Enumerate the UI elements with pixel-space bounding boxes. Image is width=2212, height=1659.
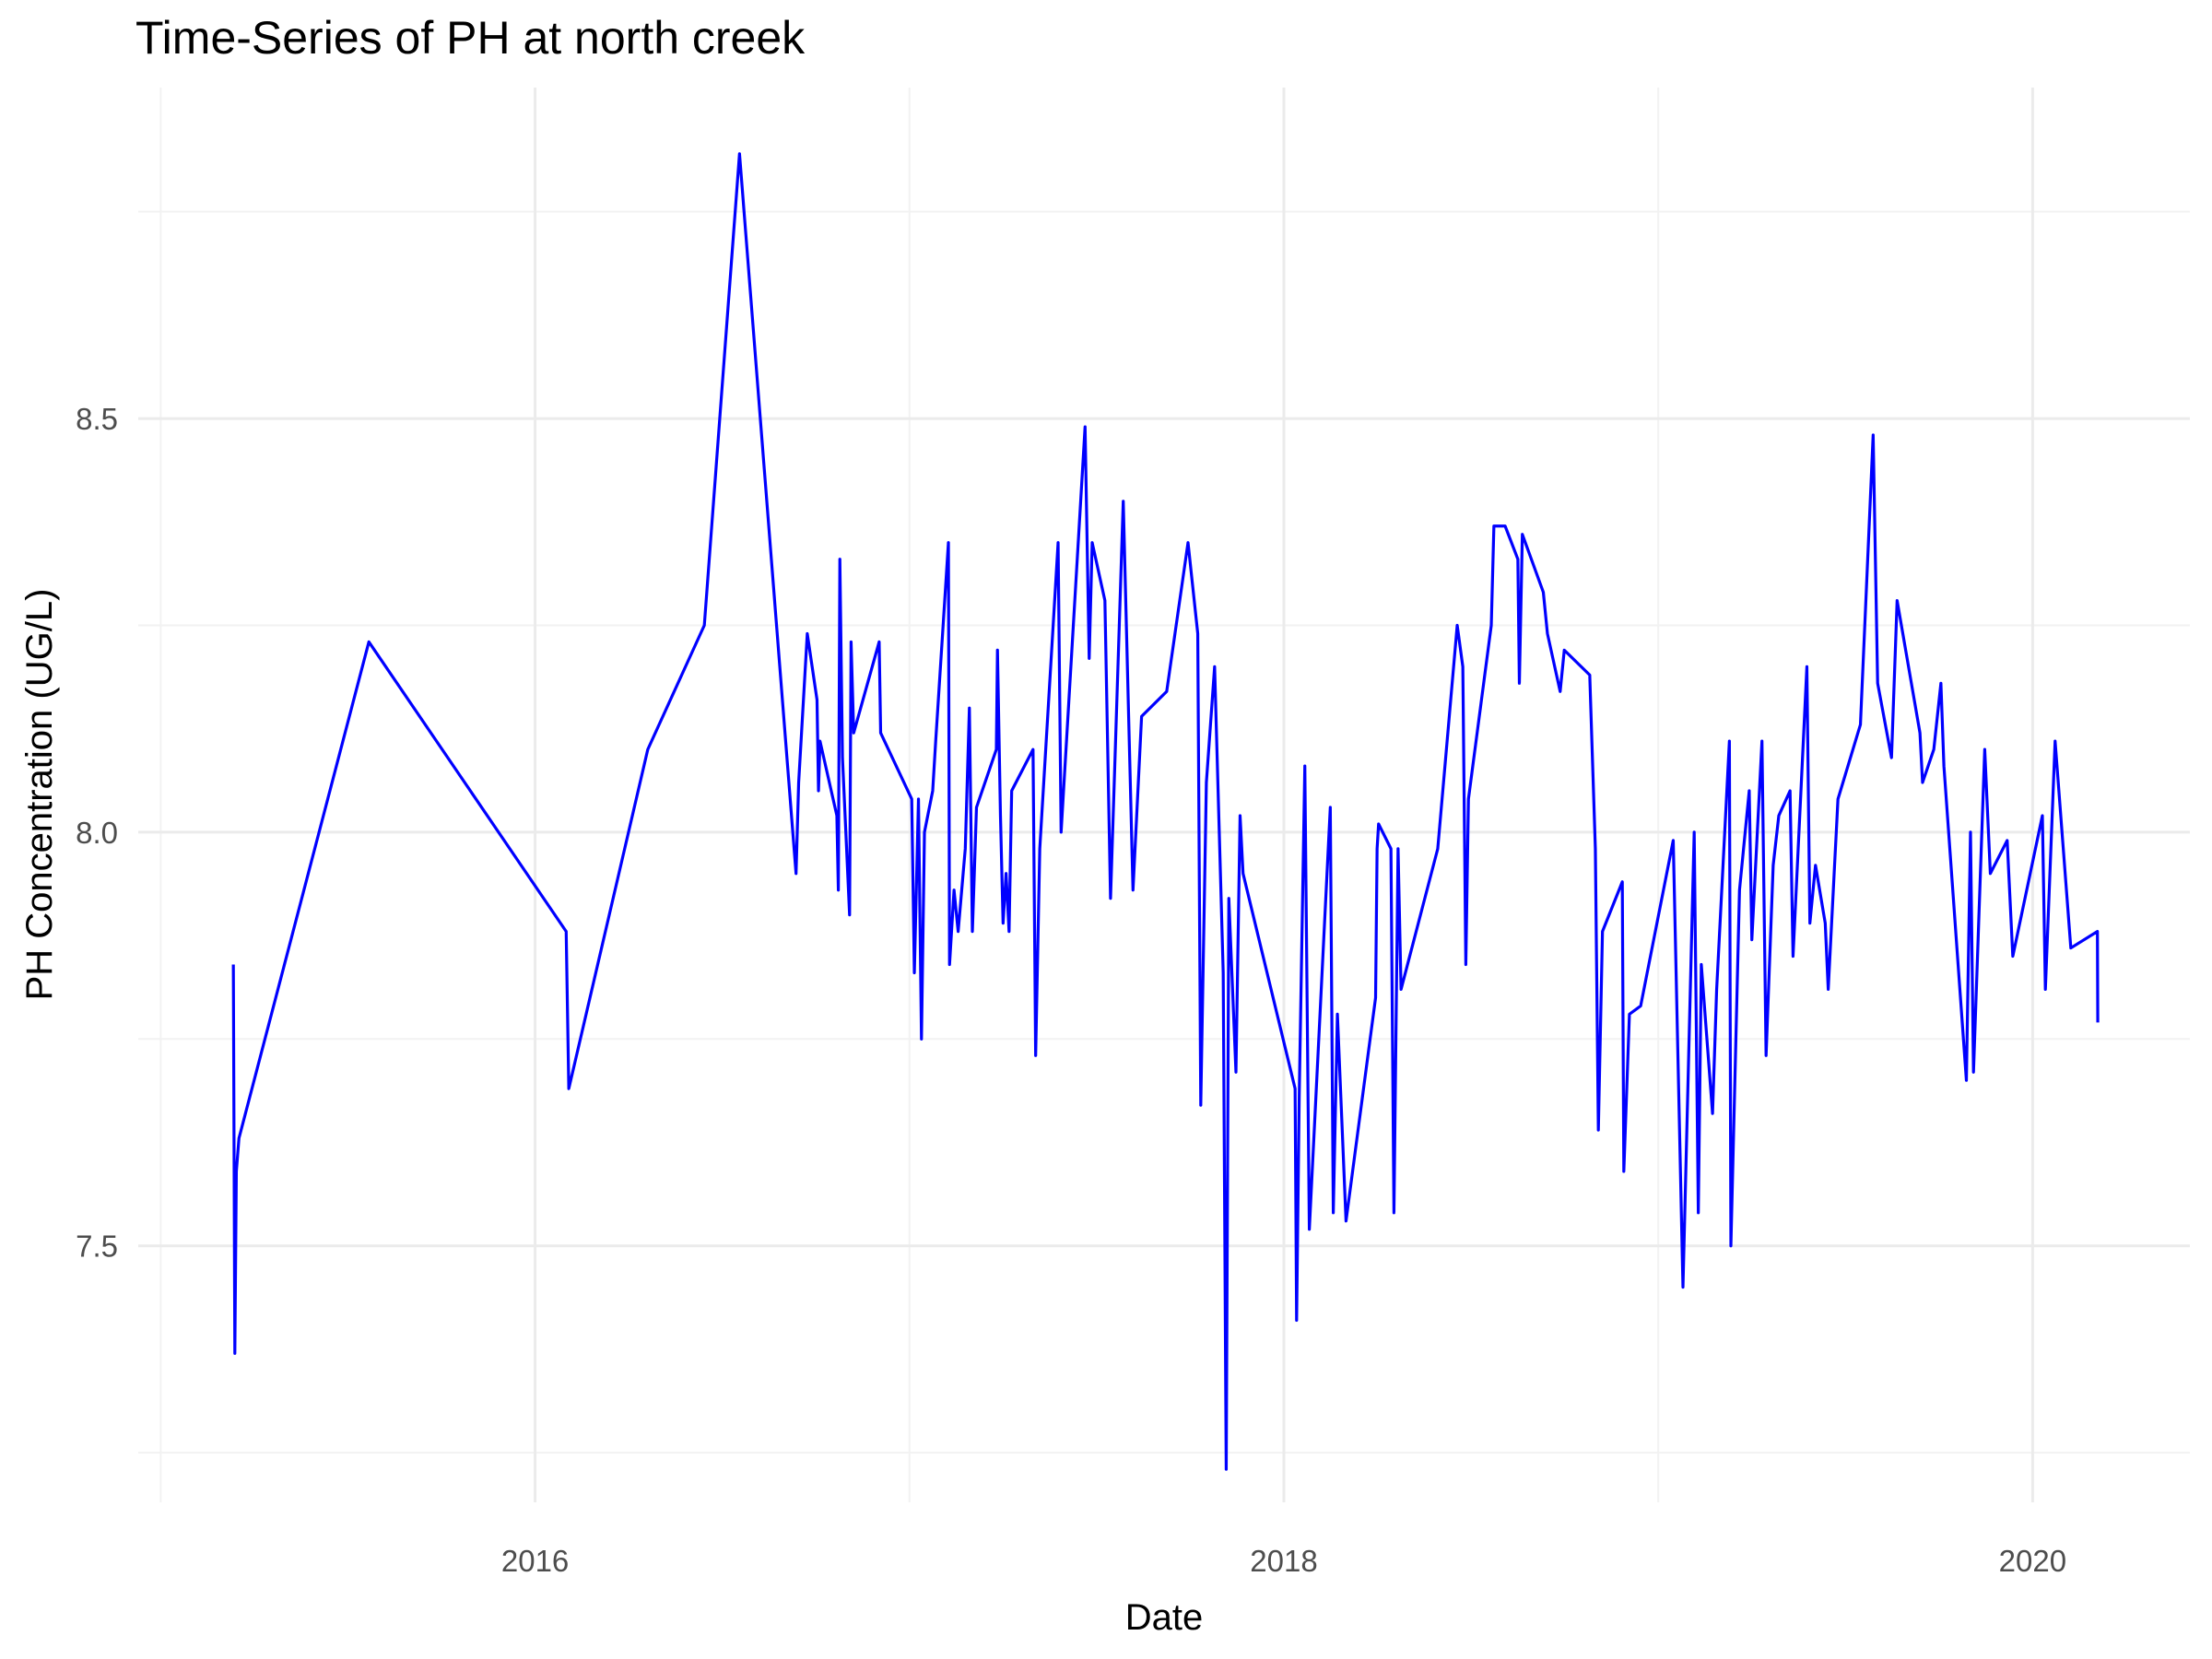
y-tick-label: 8.5 <box>76 402 118 436</box>
ticks: 2016 2018 2020 7.5 8.0 8.5 <box>76 402 2066 1578</box>
x-tick-label: 2018 <box>1250 1544 1317 1578</box>
x-tick-label: 2020 <box>1999 1544 2066 1578</box>
x-tick-label: 2016 <box>501 1544 569 1578</box>
y-tick-label: 7.5 <box>76 1230 118 1264</box>
y-axis-title: PH Concentration (UG/L) <box>19 589 60 1001</box>
y-tick-label: 8.0 <box>76 816 118 850</box>
marks <box>231 152 2100 1471</box>
grid <box>138 88 2190 1502</box>
chart-title: Time-Series of PH at north creek <box>135 12 806 64</box>
data-line <box>231 152 2100 1471</box>
x-axis-title: Date <box>1125 1597 1204 1638</box>
